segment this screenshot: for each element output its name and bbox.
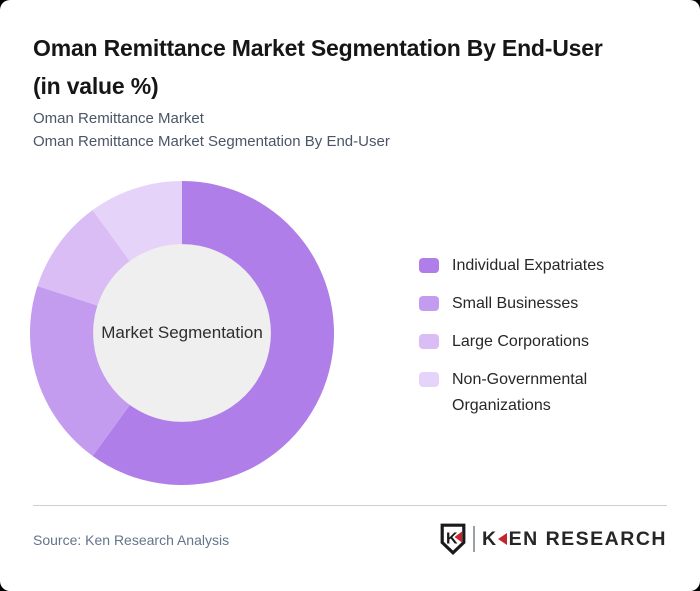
- legend-swatch: [419, 258, 439, 273]
- legend-label: Individual Expatriates: [452, 257, 605, 274]
- donut-inner-circle: [93, 244, 271, 422]
- legend-swatch: [419, 372, 439, 387]
- donut-chart-svg: [30, 181, 334, 485]
- legend-label: Small Businesses: [452, 295, 579, 312]
- ken-shield-icon: K: [440, 523, 466, 555]
- donut-chart: Market Segmentation: [30, 181, 334, 485]
- subtitle-line-1: Oman Remittance Market: [33, 110, 204, 127]
- legend-item: Non-Governmental Organizations: [419, 367, 632, 419]
- chart-legend: Individual Expatriates Small Businesses …: [419, 253, 632, 419]
- legend-label: Non-Governmental Organizations: [452, 371, 588, 414]
- legend-item: Small Businesses: [419, 291, 632, 317]
- title-line-2: (in value %): [33, 73, 159, 99]
- subtitle-line-2: Oman Remittance Market Segmentation By E…: [33, 133, 390, 150]
- legend-item: Large Corporations: [419, 329, 632, 355]
- legend-item: Individual Expatriates: [419, 253, 632, 279]
- red-arrow-icon: [497, 533, 507, 545]
- source-text: Source: Ken Research Analysis: [33, 532, 230, 548]
- ken-research-logo: K K EN RESEARCH: [440, 523, 667, 555]
- title-line-1: Oman Remittance Market Segmentation By E…: [33, 35, 603, 61]
- legend-swatch: [419, 296, 439, 311]
- footer-divider: [33, 505, 667, 506]
- chart-subtitle: Oman Remittance Market Oman Remittance M…: [33, 107, 390, 153]
- legend-label: Large Corporations: [452, 333, 589, 350]
- page-title: Oman Remittance Market Segmentation By E…: [33, 29, 603, 105]
- logo-divider: [472, 526, 475, 552]
- shield-arrow-icon: [454, 531, 462, 543]
- wordmark-rest: EN RESEARCH: [508, 527, 667, 550]
- shield-letter: K: [446, 531, 458, 548]
- legend-swatch: [419, 334, 439, 349]
- logo-wordmark: K EN RESEARCH: [482, 528, 667, 551]
- wordmark-k: K: [481, 527, 498, 550]
